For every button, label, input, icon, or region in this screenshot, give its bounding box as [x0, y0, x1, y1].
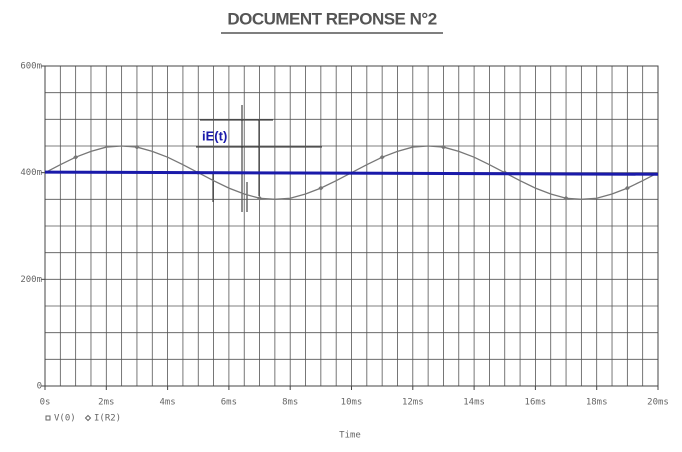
legend-marker	[45, 415, 51, 421]
legend-label: I(R2)	[94, 414, 121, 424]
x-tick-label: 2ms	[98, 398, 114, 408]
legend-label: V(0)	[54, 414, 76, 424]
marker	[257, 195, 263, 201]
x-tick-label: 16ms	[525, 398, 547, 408]
x-tick-label: 20ms	[647, 398, 669, 408]
x-tick-label: 12ms	[402, 398, 424, 408]
x-tick-label: 10ms	[341, 398, 363, 408]
series-line	[44, 170, 659, 176]
x-tick-label: 14ms	[463, 398, 485, 408]
marker	[318, 185, 324, 191]
plot	[44, 65, 659, 387]
chart-title: DOCUMENT REPONSE N°2	[227, 9, 436, 28]
y-tick-label: 400m	[20, 168, 42, 178]
x-axis-label: Time	[339, 431, 361, 441]
marker	[563, 195, 569, 201]
y-tick-label: 200m	[20, 275, 42, 285]
marker	[73, 154, 79, 160]
annotation-bracket	[196, 105, 322, 212]
x-tick-label: 0s	[40, 398, 51, 408]
marker	[379, 154, 385, 160]
x-tick-label: 6ms	[221, 398, 237, 408]
annotation: iE(t)	[202, 128, 227, 143]
y-tick-label: 0	[37, 382, 42, 392]
legend-marker	[84, 414, 92, 422]
marker	[624, 185, 630, 191]
marker	[134, 144, 140, 150]
marker	[440, 144, 446, 150]
x-tick-label: 18ms	[586, 398, 608, 408]
y-tick-label: 600m	[20, 62, 42, 72]
x-tick-label: 4ms	[159, 398, 175, 408]
x-tick-label: 8ms	[282, 398, 298, 408]
